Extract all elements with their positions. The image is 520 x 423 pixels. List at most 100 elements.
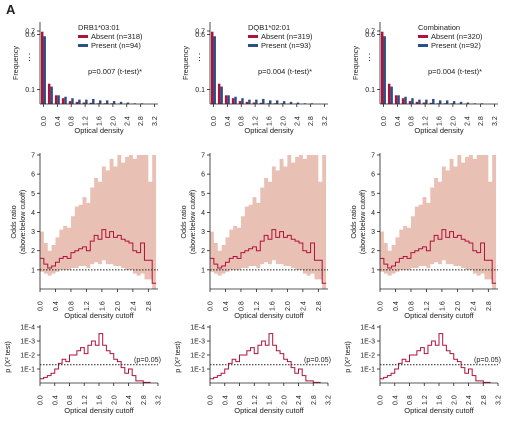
odds-ratio-panel-1: 1 2 3 4 5 6 7 0.0 0.4 0.8 1.2 1.6 2.0 2.4 2.8 Optical d…: [9, 153, 158, 320]
y-tick-label: 7: [201, 153, 205, 160]
p-value-annotation: p=0.004 (t-test)*: [258, 67, 312, 76]
x-tick-label: 2.4: [124, 116, 131, 126]
y-axis-label-line: (above:below cutoff): [358, 190, 367, 255]
y-tick-label: 5: [201, 191, 205, 198]
legend-swatch: [78, 35, 88, 38]
legend-label: Absent (n=319): [261, 32, 313, 41]
x-tick-label: 1.2: [254, 301, 261, 311]
y-tick-label: 3: [201, 229, 205, 236]
p-value-line: [380, 333, 491, 383]
confidence-band: [210, 155, 327, 289]
legend-swatch: [78, 44, 88, 47]
bar-present: [383, 36, 386, 104]
bar-present: [248, 99, 251, 104]
y-tick-label: 1E-4: [190, 325, 205, 332]
x-tick-label: 0.4: [393, 301, 400, 311]
bar-present: [255, 99, 258, 104]
x-tick-label: 2.8: [141, 395, 148, 405]
bar-present: [466, 102, 470, 104]
x-tick-label: 1.6: [97, 395, 104, 405]
legend-label: Absent (n=318): [91, 32, 143, 41]
bar-present: [390, 86, 393, 104]
bar-absent: [47, 83, 51, 104]
x-tick-label: 2.8: [308, 116, 315, 126]
x-axis-label: Optical density cutoff: [404, 406, 474, 415]
bar-absent: [401, 98, 405, 104]
bar-present: [126, 102, 130, 104]
bar-present: [452, 101, 456, 104]
x-tick-label: 2.4: [294, 116, 301, 126]
bar-present: [64, 96, 67, 104]
p-value-panel-1: (p=0.05) 1E-4 1E-3 1E-2 1E-1 0.0 0.4 0.8 1.2 1.6 2…: [3, 325, 163, 416]
x-tick-label: 2.8: [138, 116, 145, 126]
x-tick-label: 3.2: [492, 116, 499, 126]
bar-absent: [82, 102, 86, 104]
confidence-band: [40, 155, 157, 289]
y-tick-label: 1E-4: [20, 325, 35, 332]
p-value-panel-2: (p=0.05) 1E-4 1E-3 1E-2 1E-1 0.0 0.4 0.8 1.2 1.6 2…: [173, 325, 333, 416]
y-tick-label: 0.1: [365, 87, 375, 94]
y-axis-label-line: p (X² test): [3, 341, 12, 373]
bar-present: [418, 99, 421, 104]
panel-label: A: [6, 2, 16, 17]
legend-label: Present (n=93): [261, 41, 311, 50]
y-axis-label-line: p (X² test): [343, 341, 352, 373]
x-tick-label: 3.2: [322, 116, 329, 126]
bar-absent: [89, 102, 93, 104]
bar-absent: [211, 31, 214, 105]
x-tick-label: 2.0: [281, 395, 288, 405]
bar-present: [262, 98, 265, 104]
bar-present: [50, 86, 53, 104]
x-tick-label: 0.0: [381, 116, 388, 126]
x-axis-label: Optical density cutoff: [404, 311, 474, 320]
x-tick-label: 3.2: [156, 395, 163, 405]
legend-swatch: [248, 44, 258, 47]
x-tick-label: 2.0: [285, 301, 292, 311]
x-axis-label: Optical density: [244, 126, 293, 135]
y-axis-label: Odds ratio(above:below cutoff): [349, 190, 367, 255]
x-tick-label: 1.2: [84, 301, 91, 311]
x-tick-label: 1.6: [97, 116, 104, 126]
x-tick-label: 0.4: [223, 301, 230, 311]
bar-absent: [415, 101, 419, 104]
bar-present: [227, 95, 230, 104]
p-value-annotation: p=0.007 (t-test)*: [88, 67, 142, 76]
x-tick-label: 2.8: [146, 301, 153, 311]
x-tick-label: 2.8: [316, 301, 323, 311]
bar-absent: [387, 83, 391, 104]
x-tick-label: 2.0: [115, 301, 122, 311]
x-tick-label: 2.4: [470, 301, 477, 311]
bar-present: [411, 98, 414, 104]
x-tick-label: 2.8: [486, 301, 493, 311]
y-tick-label: 0.7: [365, 29, 375, 36]
bar-present: [459, 101, 463, 104]
x-tick-label: 0.0: [208, 395, 215, 405]
x-tick-label: 0.8: [238, 301, 245, 311]
x-tick-label: 2.4: [296, 395, 303, 405]
x-tick-label: 1.2: [422, 395, 429, 405]
x-axis-label: Optical density cutoff: [234, 311, 304, 320]
y-tick-label: 4: [201, 210, 205, 217]
x-tick-label: 0.0: [378, 395, 385, 405]
bar-present: [289, 101, 293, 104]
bar-absent: [41, 31, 44, 105]
x-tick-label: 2.4: [466, 395, 473, 405]
y-axis-label-line: Frequency: [181, 46, 190, 80]
y-axis-label-line: (above:below cutoff): [188, 190, 197, 255]
y-axis-label-line: Odds ratio: [349, 205, 358, 238]
y-tick-label: 6: [31, 172, 35, 179]
bar-present: [397, 95, 400, 104]
bar-absent: [54, 95, 58, 104]
confidence-band: [380, 155, 497, 289]
x-tick-label: 3.2: [326, 395, 333, 405]
x-axis-label: Optical density: [74, 126, 123, 135]
y-tick-label: 4: [371, 210, 375, 217]
bar-absent: [259, 102, 263, 104]
y-tick-label: 2: [371, 248, 375, 255]
x-tick-label: 2.4: [130, 301, 137, 311]
y-tick-label: 3: [371, 229, 375, 236]
bar-absent: [422, 102, 426, 104]
bar-absent: [75, 101, 79, 104]
threshold-label: (p=0.05): [474, 355, 501, 364]
y-tick-label: 0.6: [25, 32, 35, 39]
